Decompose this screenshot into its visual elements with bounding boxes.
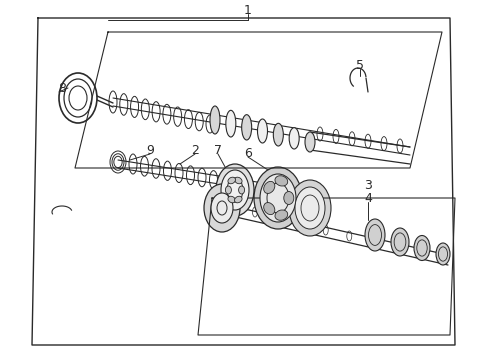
Ellipse shape <box>228 196 236 203</box>
Ellipse shape <box>436 243 450 265</box>
Ellipse shape <box>254 167 302 229</box>
Ellipse shape <box>235 196 242 203</box>
Ellipse shape <box>305 132 315 152</box>
Text: 8: 8 <box>58 81 66 95</box>
Ellipse shape <box>264 203 275 215</box>
Ellipse shape <box>273 123 283 146</box>
Ellipse shape <box>211 193 233 223</box>
Ellipse shape <box>216 164 254 216</box>
Ellipse shape <box>391 228 409 256</box>
Text: 2: 2 <box>191 144 199 157</box>
Ellipse shape <box>289 128 299 149</box>
Ellipse shape <box>239 186 245 194</box>
Ellipse shape <box>264 181 275 193</box>
Ellipse shape <box>258 119 268 143</box>
Ellipse shape <box>275 176 288 186</box>
Ellipse shape <box>226 110 236 137</box>
Ellipse shape <box>365 219 385 251</box>
Text: 9: 9 <box>146 144 154 157</box>
Ellipse shape <box>242 115 252 140</box>
Ellipse shape <box>228 177 236 184</box>
Text: 1: 1 <box>244 4 252 17</box>
Ellipse shape <box>275 210 288 220</box>
Ellipse shape <box>260 174 296 222</box>
Ellipse shape <box>295 187 325 229</box>
Ellipse shape <box>225 186 231 194</box>
Ellipse shape <box>284 192 294 204</box>
Text: 7: 7 <box>214 144 222 157</box>
Ellipse shape <box>210 106 220 134</box>
Text: 6: 6 <box>244 147 252 159</box>
Ellipse shape <box>235 177 242 184</box>
Ellipse shape <box>221 170 249 210</box>
Ellipse shape <box>414 235 430 261</box>
Text: 5: 5 <box>356 59 364 72</box>
Text: 3: 3 <box>364 179 372 192</box>
Ellipse shape <box>204 184 240 232</box>
Text: 4: 4 <box>364 192 372 204</box>
Ellipse shape <box>289 180 331 236</box>
